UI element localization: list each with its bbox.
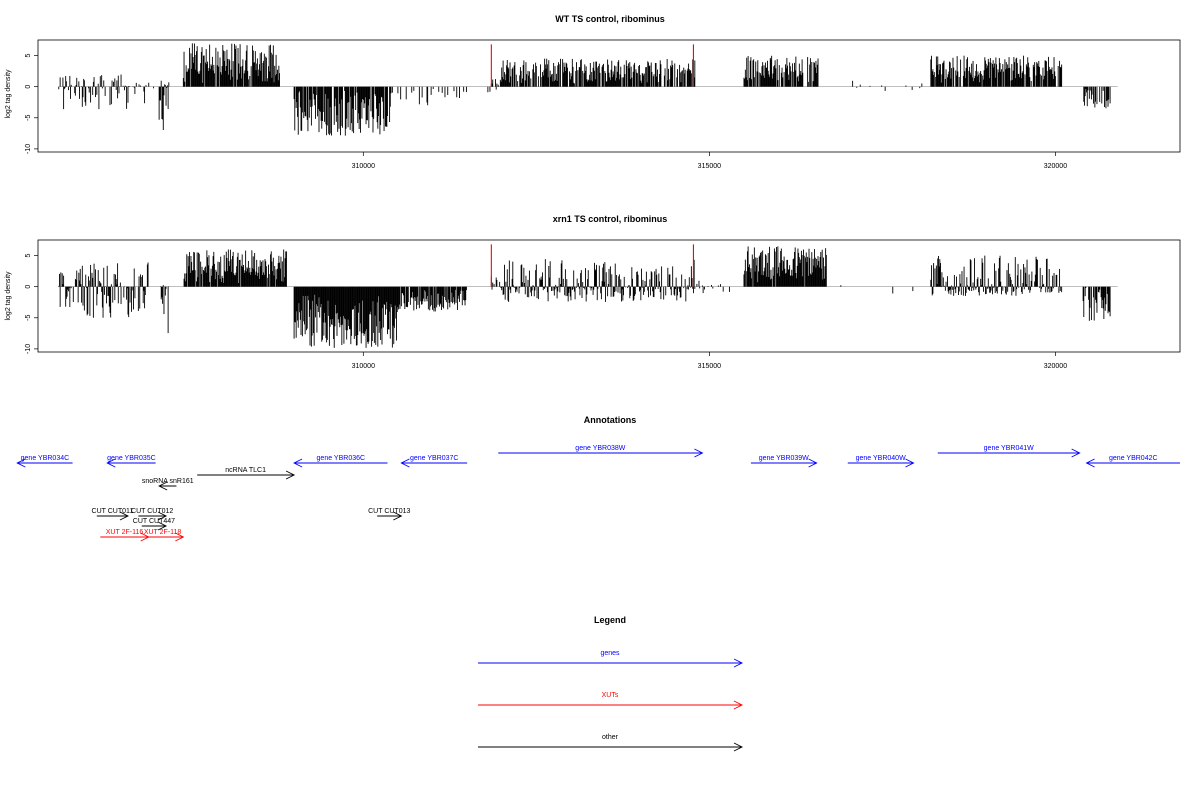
annotations-panel: Annotations gene YBR034C gene YBR035C ncRN…	[16, 415, 1180, 542]
legend-items: genes XUTs other	[478, 650, 744, 752]
annotation-feature: gene YBR036C	[293, 455, 388, 468]
y-tick-label: -5	[25, 115, 32, 121]
x-tick-label: 320000	[1044, 363, 1067, 370]
xrn1-track-panel: xrn1 TS control, ribominus log2 tag dens…	[5, 214, 1181, 370]
annotation-feature: gene YBR034C	[16, 455, 73, 468]
y-tick-label: 5	[25, 254, 32, 258]
arrowhead-right-icon	[285, 470, 296, 480]
annotation-feature: gene YBR035C	[106, 455, 156, 468]
feature-label: gene YBR039W	[759, 455, 809, 462]
arrowhead-left-icon	[400, 458, 410, 468]
wt-track-title: WT TS control, ribominus	[555, 14, 665, 24]
feature-label: gene YBR034C	[21, 455, 70, 462]
arrowhead-left-icon	[1085, 458, 1095, 468]
arrowhead-right-icon	[694, 448, 704, 458]
legend-label: XUTs	[602, 692, 619, 699]
arrowhead-left-icon	[293, 458, 303, 468]
arrowhead-right-icon	[905, 458, 915, 468]
feature-label: XUT 2F-116	[106, 529, 144, 536]
wt-axes: -10 -5 0 5 310000 315000 320000	[25, 54, 1067, 170]
arrowhead-right-icon	[393, 511, 403, 521]
annotation-feature: CUT CUT013	[368, 508, 410, 521]
xrn1-bars	[58, 244, 1118, 348]
annotation-feature: CUT CUT011	[92, 508, 134, 521]
arrowhead-right-icon	[808, 458, 818, 468]
arrowhead-right-icon	[733, 658, 744, 668]
x-tick-label: 320000	[1044, 163, 1067, 170]
xrn1-plot-frame	[37, 239, 1181, 353]
xrn1-track-title: xrn1 TS control, ribominus	[553, 214, 668, 224]
legend-item: other	[478, 734, 744, 752]
annotation-feature: gene YBR041W	[937, 445, 1081, 458]
feature-label: CUT CUT013	[368, 508, 410, 515]
x-tick-label: 315000	[698, 363, 721, 370]
wt-track-panel: WT TS control, ribominus log2 tag densit…	[5, 14, 1181, 170]
feature-label: ncRNA TLC1	[225, 467, 266, 474]
annotation-feature: gene YBR042C	[1085, 455, 1180, 468]
legend-panel: Legend genes XUTs other	[478, 615, 744, 752]
arrowhead-left-icon	[16, 458, 26, 468]
xrn1-axes: -10 -5 0 5 310000 315000 320000	[25, 254, 1067, 370]
wt-plot-frame	[37, 39, 1181, 153]
arrowhead-right-icon	[733, 700, 744, 710]
annotation-feature: gene YBR039W	[750, 455, 818, 468]
y-tick-label: -10	[25, 344, 32, 354]
feature-label: gene YBR042C	[1109, 455, 1158, 462]
arrowhead-right-icon	[157, 511, 168, 521]
arrowhead-right-icon	[175, 532, 185, 542]
y-tick-label: 0	[25, 285, 32, 289]
annotation-feature: gene YBR038W	[498, 445, 704, 458]
annotation-feature: CUT CUT012	[131, 508, 173, 521]
annotation-feature: CUT CUT447	[133, 518, 175, 531]
annotation-feature: XUT 2F-118	[141, 529, 185, 542]
feature-label: gene YBR037C	[410, 455, 459, 462]
x-tick-label: 315000	[698, 163, 721, 170]
feature-label: gene YBR035C	[107, 455, 156, 462]
y-tick-label: 5	[25, 54, 32, 58]
legend-label: other	[602, 734, 619, 741]
wt-y-axis-label: log2 tag density	[5, 69, 12, 119]
arrowhead-left-icon	[158, 481, 168, 491]
xrn1-y-axis-label: log2 tag density	[5, 271, 12, 321]
feature-label: CUT CUT447	[133, 518, 175, 525]
annotation-feature: gene YBR037C	[400, 455, 468, 468]
feature-label: gene YBR041W	[984, 445, 1034, 452]
feature-label: gene YBR038W	[575, 445, 625, 452]
arrowhead-right-icon	[157, 521, 168, 531]
feature-label: gene YBR036C	[317, 455, 366, 462]
arrowhead-right-icon	[1071, 448, 1081, 458]
y-tick-label: -5	[25, 315, 32, 321]
annotation-feature: gene YBR040W	[847, 455, 915, 468]
arrowhead-right-icon	[119, 511, 129, 521]
arrowhead-right-icon	[733, 742, 744, 752]
feature-label: CUT CUT011	[92, 508, 134, 515]
x-tick-label: 310000	[352, 163, 375, 170]
legend-title: Legend	[594, 615, 626, 625]
arrowhead-left-icon	[106, 458, 116, 468]
feature-label: gene YBR040W	[856, 455, 906, 462]
y-tick-label: 0	[25, 85, 32, 89]
annotation-feature: ncRNA TLC1	[197, 467, 296, 480]
wt-bars	[58, 43, 1118, 136]
x-tick-label: 310000	[352, 363, 375, 370]
feature-label: XUT 2F-118	[144, 529, 182, 536]
annotations-title: Annotations	[584, 415, 637, 425]
y-tick-label: -10	[25, 144, 32, 154]
annotation-feature: XUT 2F-116	[100, 529, 150, 542]
annotation-features: gene YBR034C gene YBR035C ncRNA TLC1 snoRNA…	[16, 445, 1180, 542]
legend-label: genes	[600, 650, 620, 657]
feature-label: CUT CUT012	[131, 508, 173, 515]
feature-label: snoRNA snR161	[142, 478, 194, 485]
legend-item: XUTs	[478, 692, 744, 710]
legend-item: genes	[478, 650, 744, 668]
annotation-feature: snoRNA snR161	[142, 478, 194, 491]
